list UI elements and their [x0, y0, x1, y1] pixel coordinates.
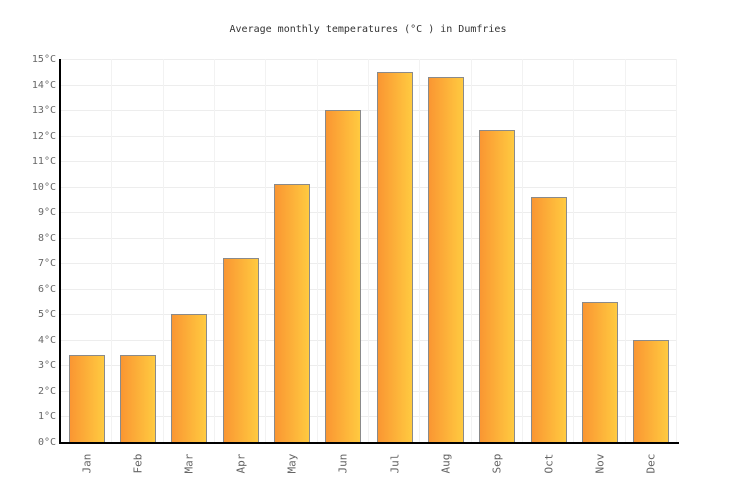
bar-dec — [633, 340, 670, 442]
bar-mar — [171, 314, 208, 442]
bar-may — [274, 184, 310, 442]
x-axis-line — [59, 442, 679, 444]
bar-aug — [428, 77, 464, 442]
bar-jan — [68, 355, 105, 442]
y-axis-line — [59, 59, 61, 442]
horizontal-gridline — [61, 110, 677, 112]
y-axis-label: 3°C — [37, 360, 56, 371]
chart-title: Average monthly temperatures (°C ) in Du… — [229, 24, 507, 35]
x-axis-label-mar: Mar — [182, 453, 196, 474]
x-axis-label-oct: Oct — [542, 453, 556, 474]
horizontal-gridline — [61, 212, 677, 214]
horizontal-gridline — [61, 263, 677, 265]
vertical-gridline — [214, 59, 215, 442]
x-axis-label-may: May — [285, 453, 299, 474]
horizontal-gridline — [61, 186, 677, 188]
horizontal-gridline — [61, 390, 677, 392]
y-axis-label: 8°C — [37, 233, 56, 244]
horizontal-gridline — [61, 59, 677, 60]
x-axis-label-aug: Aug — [439, 453, 453, 474]
y-axis-label: 9°C — [37, 207, 56, 218]
vertical-gridline — [111, 59, 113, 442]
y-axis-label: 11°C — [31, 156, 56, 167]
vertical-gridline — [368, 59, 369, 442]
bar-jul — [376, 72, 413, 442]
x-axis-label-jan: Jan — [80, 453, 94, 474]
vertical-gridline — [470, 59, 472, 442]
bar-oct — [530, 197, 567, 442]
x-axis-label-nov: Nov — [593, 453, 607, 474]
y-axis-label: 6°C — [37, 284, 56, 295]
y-axis-label: 15°C — [31, 54, 56, 65]
vertical-gridline — [676, 59, 677, 442]
y-axis-label: 14°C — [31, 80, 56, 91]
horizontal-gridline — [61, 288, 677, 290]
y-axis-label: 1°C — [37, 411, 56, 422]
horizontal-gridline — [61, 237, 677, 239]
vertical-gridline — [316, 59, 318, 442]
y-axis-label: 5°C — [37, 309, 56, 320]
horizontal-gridline — [61, 135, 677, 137]
x-axis-label-jul: Jul — [388, 453, 402, 474]
bar-jun — [325, 110, 362, 442]
horizontal-gridline — [61, 161, 677, 163]
x-axis-label-sep: Sep — [490, 453, 504, 474]
horizontal-gridline — [61, 339, 677, 341]
bar-sep — [479, 130, 516, 442]
vertical-gridline — [162, 59, 164, 442]
horizontal-gridline — [61, 84, 677, 86]
plot-area — [59, 59, 679, 444]
horizontal-gridline — [61, 365, 677, 367]
vertical-gridline — [522, 59, 523, 442]
x-axis-label-jun: Jun — [336, 453, 350, 474]
y-axis-label: 12°C — [31, 131, 56, 142]
y-axis-label: 4°C — [37, 335, 56, 346]
bar-apr — [222, 258, 259, 442]
vertical-gridline — [573, 59, 575, 442]
x-axis-label-feb: Feb — [131, 453, 145, 474]
x-axis-label-dec: Dec — [644, 453, 658, 474]
vertical-gridline — [419, 59, 421, 442]
vertical-gridline — [624, 59, 626, 442]
y-axis-label: 0°C — [37, 437, 56, 448]
horizontal-gridline — [61, 314, 677, 316]
vertical-gridline — [265, 59, 267, 442]
horizontal-gridline — [61, 416, 677, 418]
y-axis-label: 7°C — [37, 258, 56, 269]
bar-nov — [582, 302, 618, 442]
y-axis-label: 13°C — [31, 105, 56, 116]
bar-feb — [120, 355, 156, 442]
y-axis-label: 2°C — [37, 386, 56, 397]
y-axis-label: 10°C — [31, 182, 56, 193]
x-axis-label-apr: Apr — [234, 453, 248, 474]
